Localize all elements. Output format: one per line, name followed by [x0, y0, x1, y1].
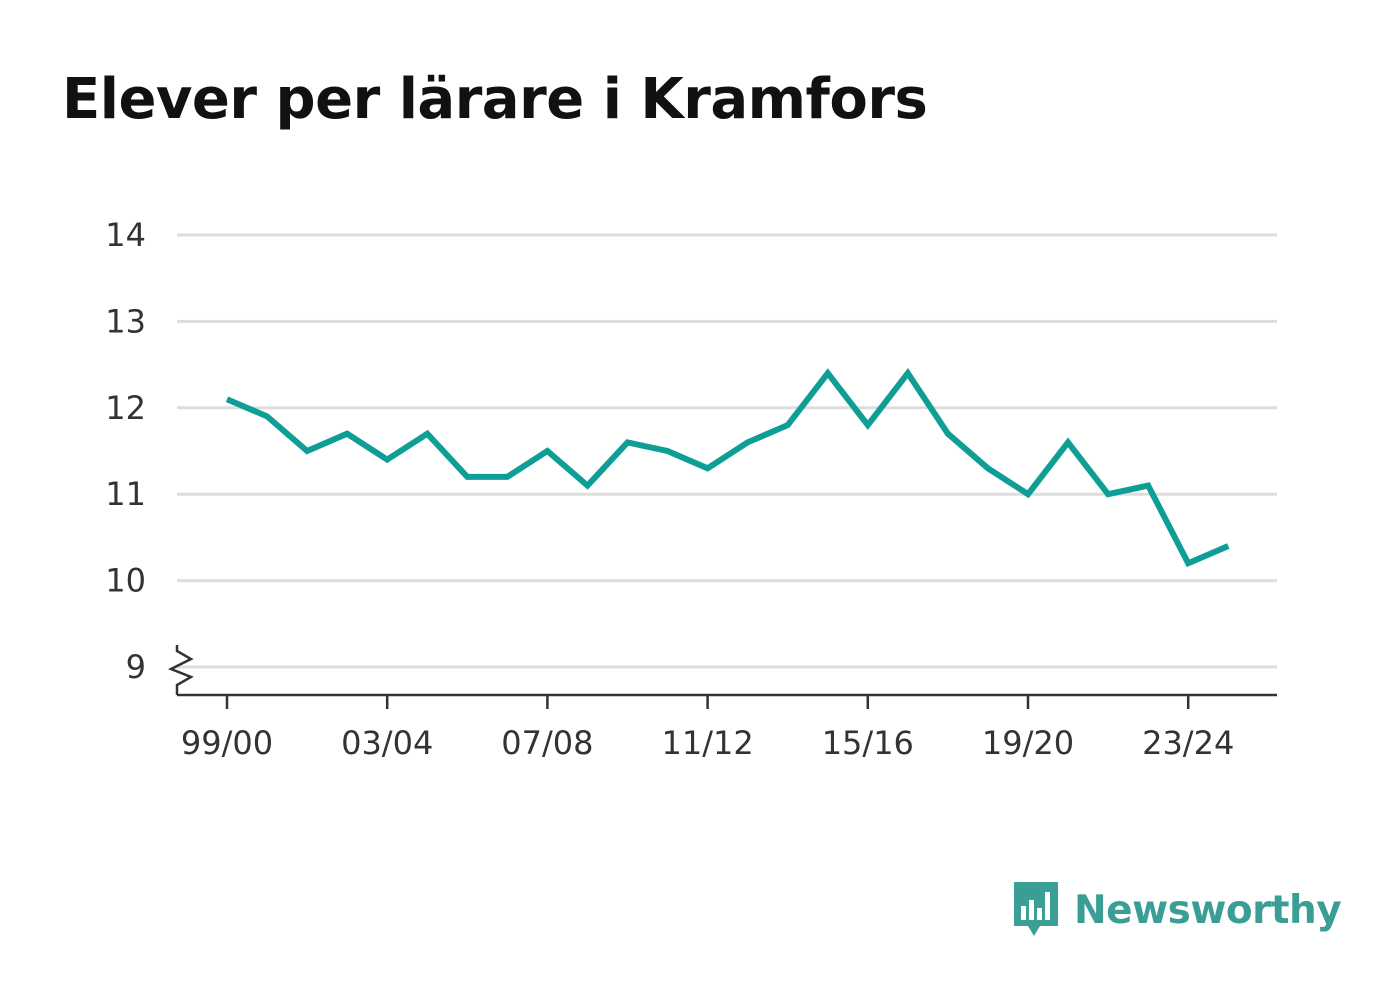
brand-name: Newsworthy: [1074, 887, 1342, 933]
series-layer: [225, 368, 1230, 568]
x-tick-label: 11/12: [661, 724, 753, 762]
y-tick-labels: 9 10 11 12 13 14: [105, 216, 146, 686]
series-line: [225, 368, 1230, 568]
y-tick-label: 12: [105, 389, 146, 427]
y-axis-break: [167, 645, 194, 695]
x-tick-label: 23/24: [1142, 724, 1234, 762]
y-tick-label: 10: [105, 562, 146, 600]
x-tick-label: 07/08: [501, 724, 593, 762]
y-tick-label: 11: [105, 475, 146, 513]
y-tick-label: 9: [126, 648, 146, 686]
x-tick-label: 99/00: [181, 724, 273, 762]
x-tick-label: 15/16: [822, 724, 914, 762]
bar-chart-speech-bubble-icon: [1014, 882, 1058, 936]
brand-logo: Newsworthy: [1010, 876, 1342, 944]
x-tick-labels: 99/00 03/04 07/08 11/12 15/16 19/20 23/24: [181, 724, 1234, 762]
y-tick-label: 14: [105, 216, 146, 254]
chart-title: Elever per lärare i Kramfors: [62, 67, 928, 132]
x-tick-label: 03/04: [341, 724, 433, 762]
gridlines: [177, 233, 1277, 669]
axes: [167, 645, 1277, 709]
y-tick-label: 13: [105, 302, 146, 340]
x-tick-label: 19/20: [982, 724, 1074, 762]
